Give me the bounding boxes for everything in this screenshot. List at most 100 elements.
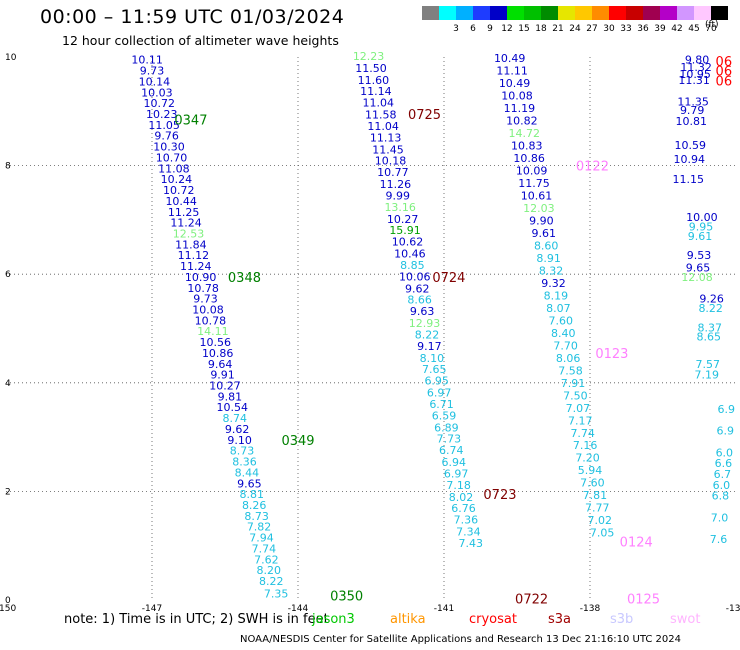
wave-height-value: 6.0 <box>713 479 731 492</box>
wave-height-value: 8.26 <box>242 499 267 512</box>
wave-height-value: 10.46 <box>394 248 426 261</box>
wave-height-value: 8.81 <box>240 488 265 501</box>
pass-time-label: 0125 <box>627 592 660 607</box>
wave-height-value: 14.72 <box>509 127 541 140</box>
wave-height-value: 8.37 <box>697 321 722 334</box>
wave-height-value: 10.86 <box>513 152 545 165</box>
wave-height-value: 7.20 <box>575 452 600 465</box>
wave-height-value: 6.74 <box>439 444 464 457</box>
legend-swatch <box>643 6 660 20</box>
legend-swatch <box>592 6 609 20</box>
wave-height-value: 9.61 <box>688 230 713 243</box>
wave-height-value: 7.70 <box>553 339 578 352</box>
wave-height-value: 9.62 <box>405 282 430 295</box>
wave-height-value: 9.99 <box>386 189 411 202</box>
wave-height-value: 6.0 <box>716 446 734 459</box>
wave-height-value: 10.56 <box>200 336 232 349</box>
wave-height-value: 10.86 <box>202 347 234 360</box>
legend-swatch <box>575 6 592 20</box>
wave-height-value: 10.78 <box>187 282 219 295</box>
legend-tick-label: 6 <box>470 24 476 34</box>
wave-height-value: 8.60 <box>534 239 559 252</box>
wave-height-value: 8.22 <box>259 575 284 588</box>
wave-height-value: 11.45 <box>372 143 404 156</box>
wave-height-value: 7.43 <box>459 537 484 550</box>
wave-height-value: 9.76 <box>154 130 179 143</box>
pass-time-label: 0349 <box>281 434 314 449</box>
y-tick-label: 10 <box>5 53 17 63</box>
wave-height-value: 8.22 <box>415 328 440 341</box>
x-tick-label: -135 <box>726 604 740 614</box>
wave-height-value: 8.22 <box>698 302 723 315</box>
wave-height-value: 11.26 <box>380 178 412 191</box>
wave-height-value: 9.61 <box>532 227 557 240</box>
wave-height-value: 6.97 <box>444 467 469 480</box>
legend-swatch <box>694 6 711 20</box>
wave-height-value: 11.75 <box>518 177 550 190</box>
footer-note: note: 1) Time is in UTC; 2) SWH is in fe… <box>64 612 329 627</box>
y-tick-label: 8 <box>5 162 11 172</box>
wave-height-value: 10.23 <box>146 108 178 121</box>
wave-height-value: 10.72 <box>163 184 195 197</box>
wave-height-value: 8.74 <box>222 412 247 425</box>
axes: -150 -147 -144 -141 -138 -135 0 2 4 6 8 10 <box>0 53 740 614</box>
wave-height-value: 10.14 <box>139 75 171 88</box>
wave-height-value: 9.63 <box>410 305 435 318</box>
wave-height-value: 8.10 <box>420 352 445 365</box>
wave-height-value: 9.91 <box>210 369 235 382</box>
legend-tick-label: 45 <box>688 24 699 34</box>
pass-time-label: 06 <box>716 55 733 70</box>
wave-height-value: 10.77 <box>377 166 409 179</box>
wave-height-value: 7.65 <box>422 363 447 376</box>
wave-height-value: 7.07 <box>566 402 591 415</box>
legend-swatch <box>677 6 694 20</box>
wave-height-value: 6.95 <box>424 375 449 388</box>
pass-time-label: 06 <box>716 65 733 80</box>
wave-height-value: 10.49 <box>494 52 526 65</box>
wave-height-value: 7.36 <box>454 514 479 527</box>
wave-height-value: 10.95 <box>679 68 711 81</box>
y-tick-label: 4 <box>5 379 11 389</box>
wave-height-value: 11.12 <box>178 249 210 262</box>
wave-height-value: 7.05 <box>590 527 615 540</box>
wave-height-value: 9.65 <box>237 477 262 490</box>
wave-height-value: 7.74 <box>570 427 595 440</box>
wave-height-value: 7.35 <box>264 587 289 600</box>
wave-height-value: 7.74 <box>252 542 277 555</box>
wave-height-value: 9.17 <box>417 340 442 353</box>
wave-height-value: 7.60 <box>580 477 605 490</box>
wave-height-value: 10.83 <box>511 140 543 153</box>
pass-time-label: 0122 <box>576 160 609 175</box>
wave-height-value: 11.04 <box>363 97 395 110</box>
wave-height-value: 9.26 <box>699 293 724 306</box>
y-tick-label: 6 <box>5 270 11 280</box>
wave-height-value: 11.58 <box>365 109 397 122</box>
wave-height-value: 6.9 <box>717 425 735 438</box>
wave-height-value: 8.73 <box>244 510 269 523</box>
wave-height-value: 7.73 <box>437 433 462 446</box>
wave-height-value: 7.94 <box>249 532 274 545</box>
wave-height-value: 11.15 <box>673 173 705 186</box>
wave-height-value: 8.73 <box>230 445 255 458</box>
wave-height-value: 7.81 <box>583 489 608 502</box>
wave-height-value: 11.32 <box>680 61 712 74</box>
legend-tick-label: 21 <box>552 24 563 34</box>
wave-height-value: 8.02 <box>449 491 474 504</box>
legend-tick-label: 3 <box>453 24 459 34</box>
wave-height-value: 12.93 <box>409 317 441 330</box>
wave-height-value: 10.00 <box>686 211 718 224</box>
wave-height-value: 7.6 <box>710 533 728 546</box>
wave-height-value: 10.27 <box>387 213 419 226</box>
wave-height-value: 8.19 <box>544 289 569 302</box>
wave-height-value: 11.25 <box>168 206 200 219</box>
wave-height-value: 9.73 <box>140 65 165 78</box>
wave-height-value: 10.61 <box>521 189 553 202</box>
wave-height-value: 8.32 <box>539 264 564 277</box>
wave-height-value: 11.19 <box>504 102 536 115</box>
pass-time-label: 0123 <box>595 347 628 362</box>
wave-height-value: 8.65 <box>696 331 721 344</box>
pass-time-label: 0350 <box>330 590 363 605</box>
wave-height-value: 11.24 <box>180 260 212 273</box>
legend-tick-label: 18 <box>535 24 547 34</box>
wave-height-value: 7.0 <box>711 511 729 524</box>
